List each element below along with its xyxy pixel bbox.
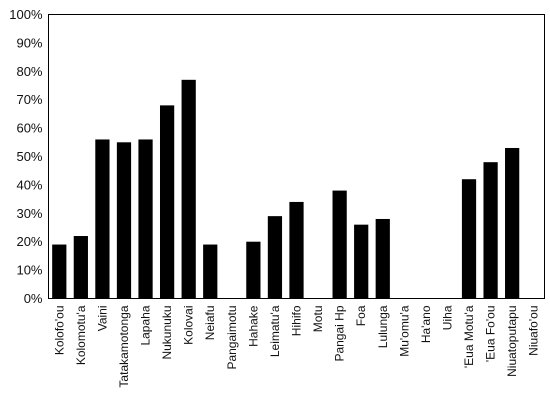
x-category-label: Kolofo'ou xyxy=(52,306,66,356)
bar xyxy=(505,147,520,299)
bar xyxy=(52,244,67,299)
bar xyxy=(159,105,175,299)
x-category-label: Foa xyxy=(354,305,368,326)
bar xyxy=(73,236,88,299)
x-category-label: Lulunga xyxy=(376,305,390,348)
x-category-label: Kolovai xyxy=(182,306,196,345)
x-axis-labels: Kolofo'ou Kolomotu'a Vaini Tatakamotonga Lap… xyxy=(52,305,540,387)
bar xyxy=(138,139,153,299)
bar xyxy=(461,179,477,299)
y-tick-label: 0% xyxy=(24,291,43,306)
x-category-label: Pangaimotu xyxy=(225,306,239,370)
y-tick-label: 70% xyxy=(16,92,42,107)
y-tick-label: 80% xyxy=(16,64,42,79)
x-category-label: Lapaha xyxy=(139,305,153,345)
bar xyxy=(95,139,110,299)
x-category-label: Tatakamotonga xyxy=(117,305,131,387)
x-category-label: Niuafo'ou xyxy=(527,306,541,356)
bars xyxy=(52,79,520,299)
x-category-label: Motu xyxy=(311,306,325,333)
bar xyxy=(267,216,283,299)
bar xyxy=(332,190,347,299)
x-category-label: Pangai Hp xyxy=(333,305,347,361)
x-category-label: Ha'ano xyxy=(419,305,433,343)
x-category-label: Neiafu xyxy=(203,306,217,341)
y-tick-label: 90% xyxy=(16,35,42,50)
y-tick-label: 60% xyxy=(16,121,42,136)
y-tick-label: 30% xyxy=(16,206,42,221)
bar xyxy=(354,224,369,299)
x-category-label: Hihifo xyxy=(290,305,304,336)
y-tick-label: 50% xyxy=(16,149,42,164)
y-tick-label: 100% xyxy=(9,7,43,22)
bar xyxy=(483,162,498,299)
x-category-label: Vaini xyxy=(95,306,109,332)
y-tick-label: 20% xyxy=(16,234,42,249)
bar xyxy=(203,244,218,299)
x-category-label: Hahake xyxy=(246,305,260,347)
y-tick-label: 40% xyxy=(16,177,42,192)
y-axis-ticks: 0% 10% 20% 30% 40% 50% 60% 70% 80% 90% 100% xyxy=(9,7,43,306)
x-category-label: 'Eua Motu'a xyxy=(462,305,476,368)
bar xyxy=(246,241,261,299)
x-category-label: Mu'omu'a xyxy=(397,305,411,357)
bar xyxy=(289,201,304,299)
x-category-label: Kolomotu'a xyxy=(74,305,88,365)
bar xyxy=(181,79,196,299)
x-category-label: Nukunuku xyxy=(160,306,174,360)
bar xyxy=(375,218,390,299)
x-category-label: Niuatoputapu xyxy=(505,306,519,377)
x-category-label: Uiha xyxy=(440,305,454,330)
x-category-label: 'Eua Fo'ou xyxy=(484,306,498,363)
y-tick-label: 10% xyxy=(16,263,42,278)
x-category-label: Leimatu'a xyxy=(268,305,282,357)
bar xyxy=(116,142,132,299)
